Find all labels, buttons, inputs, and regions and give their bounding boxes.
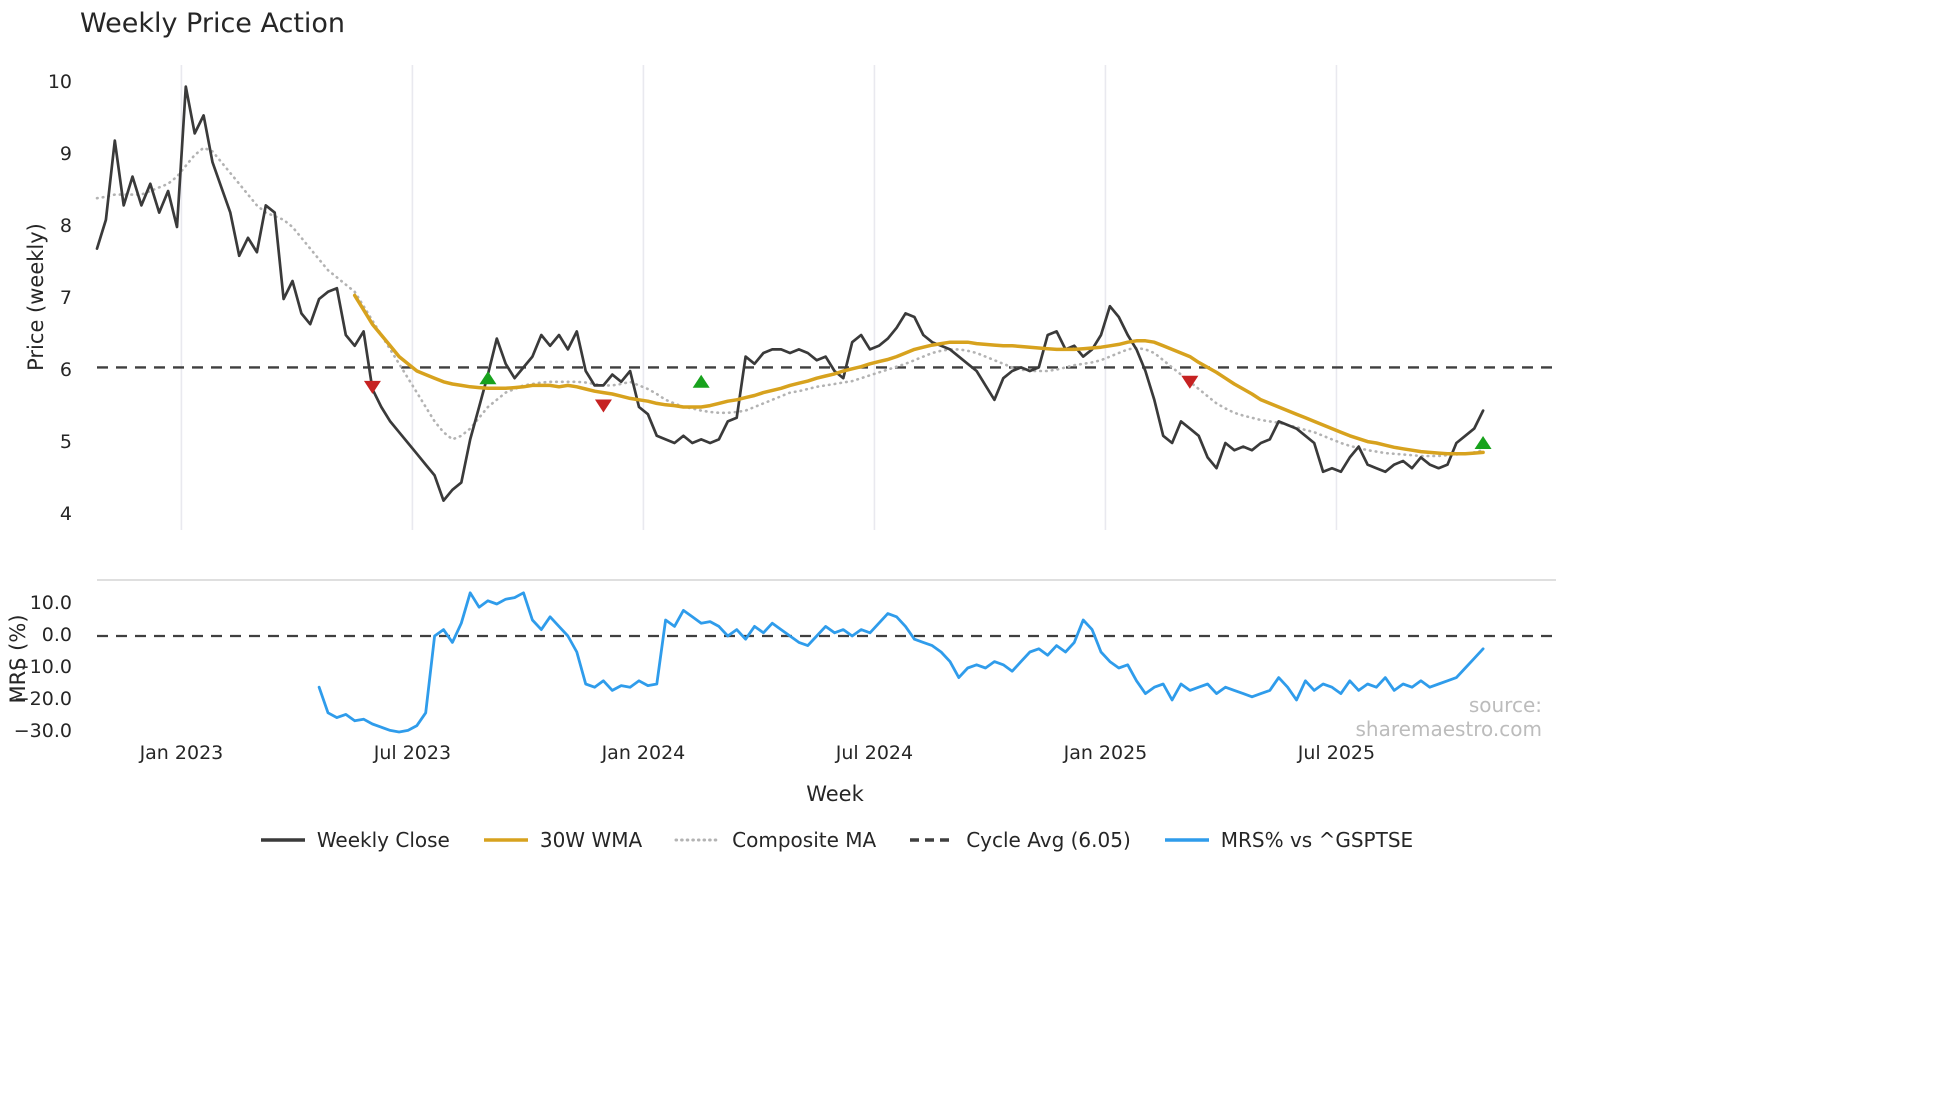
buy-signal-marker [479, 371, 497, 385]
price-y-tick-label: 7 [59, 287, 72, 309]
price-y-tick-label: 10 [47, 71, 72, 93]
legend-line-sample-dashed-icon [910, 838, 955, 842]
price-y-tick-label: 6 [59, 359, 72, 381]
legend-label: Weekly Close [316, 828, 450, 852]
chart-title: Weekly Price Action [80, 8, 346, 39]
price-y-tick-label: 9 [59, 143, 72, 165]
x-tick-label: Jul 2023 [373, 742, 452, 764]
legend: Weekly Close 30W WMA Composite MA Cycle Avg… [0, 828, 1672, 852]
mrs-y-tick-label: 0.0 [41, 624, 72, 646]
source-watermark: source: sharemaestro.com [1355, 693, 1542, 741]
legend-label: Composite MA [732, 828, 877, 852]
legend-line-sample-solid-icon [260, 838, 305, 842]
x-tick-label: Jul 2025 [1297, 742, 1376, 764]
legend-item: MRS% vs ^GSPTSE [1163, 828, 1413, 852]
legend-line-sample-dotted-icon [674, 838, 722, 842]
legend-label: MRS% vs ^GSPTSE [1220, 828, 1414, 852]
x-tick-label: Jan 2023 [139, 742, 224, 764]
buy-signal-marker [1474, 436, 1492, 449]
mrs-y-tick-label: −30.0 [13, 720, 72, 742]
buy-signal-marker [692, 374, 710, 388]
x-tick-label: Jan 2024 [601, 742, 686, 764]
legend-item: Weekly Close [259, 828, 450, 852]
x-tick-label: Jan 2025 [1063, 742, 1148, 764]
wma-line [352, 293, 1485, 456]
legend-item: 30W WMA [482, 828, 642, 852]
legend-line-sample-solid-icon [483, 838, 528, 842]
mrs-y-tick-label: −10.0 [13, 656, 72, 678]
sell-signal-marker [363, 380, 381, 394]
x-axis-label: Week [806, 782, 864, 806]
legend-item: Cycle Avg (6.05) [908, 828, 1131, 852]
legend-line-sample-solid-icon [1164, 838, 1209, 842]
price-y-tick-label: 5 [59, 431, 72, 453]
mrs-y-tick-label: −20.0 [13, 688, 72, 710]
legend-label: 30W WMA [539, 828, 643, 852]
price-y-tick-label: 8 [59, 215, 72, 237]
sell-signal-marker [594, 399, 612, 413]
legend-item: Composite MA [674, 828, 876, 852]
composite-ma-line [95, 146, 1485, 458]
mrs-y-tick-label: 10.0 [29, 592, 72, 614]
x-tick-label: Jul 2024 [835, 742, 914, 764]
legend-label: Cycle Avg (6.05) [966, 828, 1131, 852]
weekly-close-line [95, 85, 1485, 502]
mrs-line [317, 591, 1485, 734]
price-y-tick-label: 4 [59, 503, 72, 525]
sell-signal-marker [1181, 375, 1199, 389]
